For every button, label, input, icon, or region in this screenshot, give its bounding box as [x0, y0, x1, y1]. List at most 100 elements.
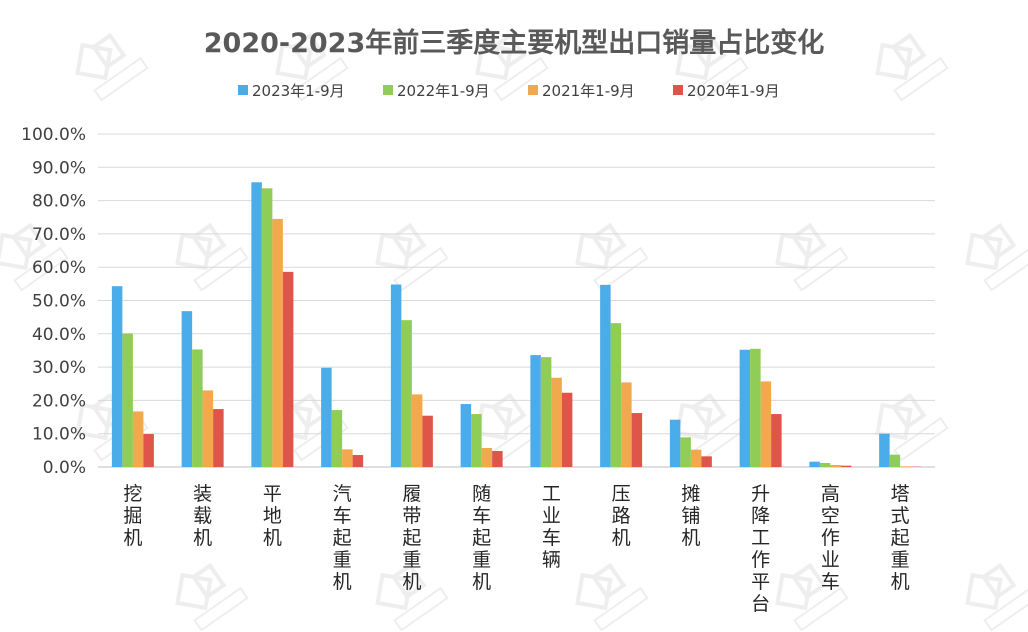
bar [900, 466, 911, 467]
watermark-logo [175, 562, 249, 632]
bar [610, 323, 622, 467]
x-category-label: 高空作业车 [821, 483, 840, 593]
legend-label: 2021年1-9月 [542, 82, 635, 100]
bar [261, 188, 273, 468]
legend-swatch [383, 85, 393, 95]
x-category-label: 压路机 [612, 483, 631, 549]
legend-item: 2023年1-9月 [238, 82, 345, 100]
watermark-logo [575, 562, 649, 632]
y-tick-label: 60.0% [32, 258, 86, 278]
watermark-logo [965, 222, 1028, 292]
bar [690, 449, 702, 467]
bar [739, 349, 751, 467]
legend-label: 2020年1-9月 [687, 82, 780, 100]
bar [122, 333, 133, 467]
bar [192, 349, 203, 467]
bar [111, 286, 123, 467]
x-category-label: 塔式起重机 [891, 483, 910, 593]
bar [331, 410, 343, 467]
bar [143, 434, 154, 467]
watermark-logo [0, 222, 69, 292]
x-category-label: 摊铺机 [681, 483, 700, 549]
watermark-logo [275, 32, 349, 102]
bar [540, 357, 552, 467]
y-tick-label: 10.0% [32, 425, 86, 445]
bar [272, 218, 283, 467]
y-tick-label: 0.0% [43, 458, 86, 478]
watermark-logo [875, 32, 949, 102]
x-category-label: 平地机 [263, 483, 282, 549]
watermark-logo [575, 222, 649, 292]
legend-label: 2023年1-9月 [252, 82, 345, 100]
bar [530, 355, 541, 467]
watermark-logo [375, 222, 449, 292]
bar [551, 377, 562, 467]
bar [471, 414, 482, 467]
y-axis-ticks: 0.0% 10.0% 20.0% 30.0% 40.0% 50.0% 60.0% 70.0% 8… [21, 125, 86, 478]
bar [460, 404, 472, 467]
bar [251, 182, 262, 467]
watermark-logo [775, 562, 849, 632]
y-tick-label: 20.0% [32, 391, 86, 411]
bar [411, 394, 423, 467]
watermark-logo [965, 562, 1028, 632]
bar [342, 449, 353, 467]
legend-swatch [673, 85, 683, 95]
bar [879, 433, 890, 467]
bar [561, 392, 573, 467]
bar [819, 463, 831, 467]
bar [669, 419, 681, 467]
watermark-logo [475, 32, 549, 102]
bar [750, 348, 761, 467]
bar [401, 320, 412, 467]
watermark-logo [775, 222, 849, 292]
bar [213, 409, 224, 467]
bar [181, 311, 193, 467]
bar [481, 448, 493, 467]
bar [202, 390, 214, 467]
legend-item: 2020年1-9月 [673, 82, 780, 100]
watermark-logo [175, 222, 249, 292]
x-category-label: 装载机 [193, 483, 212, 549]
bar [352, 455, 364, 467]
bar [132, 411, 144, 467]
y-tick-label: 40.0% [32, 325, 86, 345]
legend-label: 2022年1-9月 [397, 82, 490, 100]
bar [492, 451, 503, 467]
bar [631, 413, 643, 467]
watermark-logo [675, 32, 749, 102]
watermark-logo [875, 392, 949, 462]
bar [701, 456, 712, 467]
watermark-logo [375, 562, 449, 632]
bar [282, 271, 294, 467]
legend-swatch [238, 85, 248, 95]
bars [111, 182, 922, 468]
x-category-label: 升降工作平台 [751, 483, 770, 615]
x-category-label: 汽车起重机 [333, 483, 352, 593]
legend-swatch [528, 85, 538, 95]
bar [600, 284, 611, 467]
bar [621, 382, 632, 467]
x-category-label: 履带起重机 [402, 483, 421, 593]
legend: 2023年1-9月 2022年1-9月 2021年1-9月 2020年1-9月 [238, 82, 780, 100]
bar [889, 454, 901, 467]
bar [321, 367, 332, 467]
bar [422, 415, 433, 467]
bar [840, 465, 852, 467]
bar [390, 284, 402, 467]
y-tick-label: 90.0% [32, 158, 86, 178]
legend-item: 2021年1-9月 [528, 82, 635, 100]
chart-title: 2020-2023年前三季度主要机型出口销量占比变化 [204, 27, 825, 59]
bar [771, 414, 782, 467]
watermark-layer [0, 32, 1028, 632]
y-tick-label: 70.0% [32, 225, 86, 245]
y-tick-label: 80.0% [32, 192, 86, 212]
y-tick-label: 100.0% [21, 125, 86, 145]
bar [830, 465, 841, 467]
bar [760, 381, 772, 467]
gridlines [98, 133, 935, 468]
x-category-label: 工业车辆 [542, 483, 561, 571]
y-tick-label: 30.0% [32, 358, 86, 378]
